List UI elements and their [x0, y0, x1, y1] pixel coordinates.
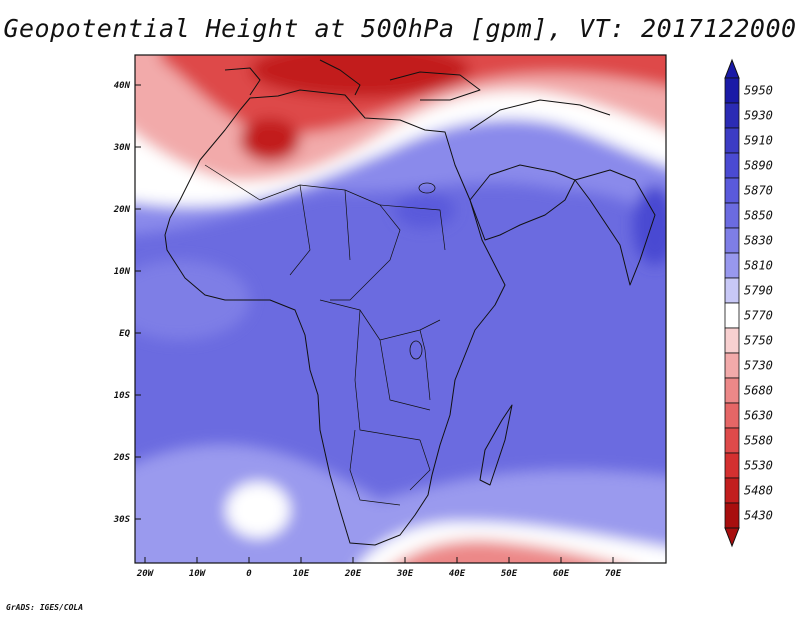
- map-frame: [134, 54, 667, 564]
- colorbar-label: 5480: [744, 484, 773, 498]
- lon-label: 0: [246, 569, 252, 579]
- colorbar-label: 5790: [744, 284, 773, 298]
- colorbar-swatch: [724, 477, 740, 504]
- lon-label: 20E: [344, 569, 362, 579]
- map-title: Geopotential Height at 500hPa [gpm], VT:…: [3, 14, 797, 43]
- borders-north: [204, 164, 401, 301]
- longitude-axis: 20W 10W 0 10E 20E 30E 40E 50E 60E 70E: [136, 557, 622, 579]
- colorbar-swatch: [724, 277, 740, 304]
- colorbar-label: 5910: [744, 134, 773, 148]
- grads-credit: GrADS: IGES/COLA: [6, 603, 84, 612]
- borders-interior: [289, 184, 446, 441]
- colorbar-label: 5580: [744, 434, 773, 448]
- colorbar-label: 5950: [744, 84, 773, 98]
- coastlines: [164, 59, 656, 546]
- india: [574, 169, 656, 286]
- colorbar-label: 5680: [744, 384, 773, 398]
- colorbar-swatch: [724, 377, 740, 404]
- lake-victoria: [409, 340, 423, 360]
- iberia: [224, 67, 261, 96]
- colorbar-bottom-arrow: [724, 527, 740, 548]
- lat-label: EQ: [119, 329, 130, 339]
- colorbar-swatch: [724, 402, 740, 429]
- lat-label: 30S: [113, 515, 131, 525]
- lon-label: 50E: [501, 569, 518, 579]
- anatolia: [389, 71, 481, 101]
- colorbar-label: 5750: [744, 334, 773, 348]
- lat-label: 20N: [113, 205, 131, 215]
- lon-label: 30E: [396, 569, 414, 579]
- colorbar-swatch: [724, 502, 740, 529]
- lat-label: 20S: [113, 453, 131, 463]
- lat-label: 10N: [114, 267, 131, 277]
- colorbar-swatch: [724, 177, 740, 204]
- colorbar-label: 5890: [744, 159, 773, 173]
- colorbar-top-arrow: [724, 58, 740, 79]
- borders-south: [349, 329, 431, 506]
- africa-coast: [164, 89, 506, 546]
- colorbar-label: 5730: [744, 359, 773, 373]
- colorbar-swatch: [724, 352, 740, 379]
- colorbar-swatch: [724, 302, 740, 329]
- colorbar-label: 5770: [744, 309, 773, 323]
- lon-label: 70E: [605, 569, 622, 579]
- colorbar-swatch: [724, 127, 740, 154]
- italy: [319, 59, 361, 96]
- iran-coast: [469, 99, 611, 131]
- colorbar-label: 5530: [744, 459, 773, 473]
- colorbar-swatch: [724, 77, 740, 104]
- colorbar-swatch: [724, 252, 740, 279]
- colorbar-label: 5830: [744, 234, 773, 248]
- colorbar: 5950 5930 5910 5890 5870 5850 5830 5810 5790 5770…: [724, 58, 773, 548]
- lon-label: 10W: [189, 569, 207, 579]
- colorbar-swatch: [724, 327, 740, 354]
- colorbar-label: 5630: [744, 409, 773, 423]
- colorbar-swatch: [724, 227, 740, 254]
- colorbar-label: 5430: [744, 509, 773, 523]
- lat-label: 30N: [113, 143, 131, 153]
- lon-label: 60E: [553, 569, 570, 579]
- lon-label: 10E: [293, 569, 310, 579]
- nile-delta: [418, 182, 436, 194]
- colorbar-label: 5810: [744, 259, 773, 273]
- latitude-axis: 40N 30N 20N 10N EQ 10S 20S 30S: [113, 81, 141, 525]
- lon-label: 20W: [136, 569, 155, 579]
- colorbar-swatch: [724, 427, 740, 454]
- colorbar-swatch: [724, 202, 740, 229]
- colorbar-swatch: [724, 452, 740, 479]
- lat-label: 40N: [114, 81, 131, 91]
- lat-label: 10S: [114, 391, 131, 401]
- colorbar-swatch: [724, 152, 740, 179]
- madagascar: [479, 404, 513, 486]
- lon-label: 40E: [449, 569, 466, 579]
- colorbar-label: 5870: [744, 184, 773, 198]
- arabia: [469, 164, 576, 241]
- colorbar-swatch: [724, 102, 740, 129]
- colorbar-label: 5930: [744, 109, 773, 123]
- colorbar-label: 5850: [744, 209, 773, 223]
- height-field: [135, 55, 666, 563]
